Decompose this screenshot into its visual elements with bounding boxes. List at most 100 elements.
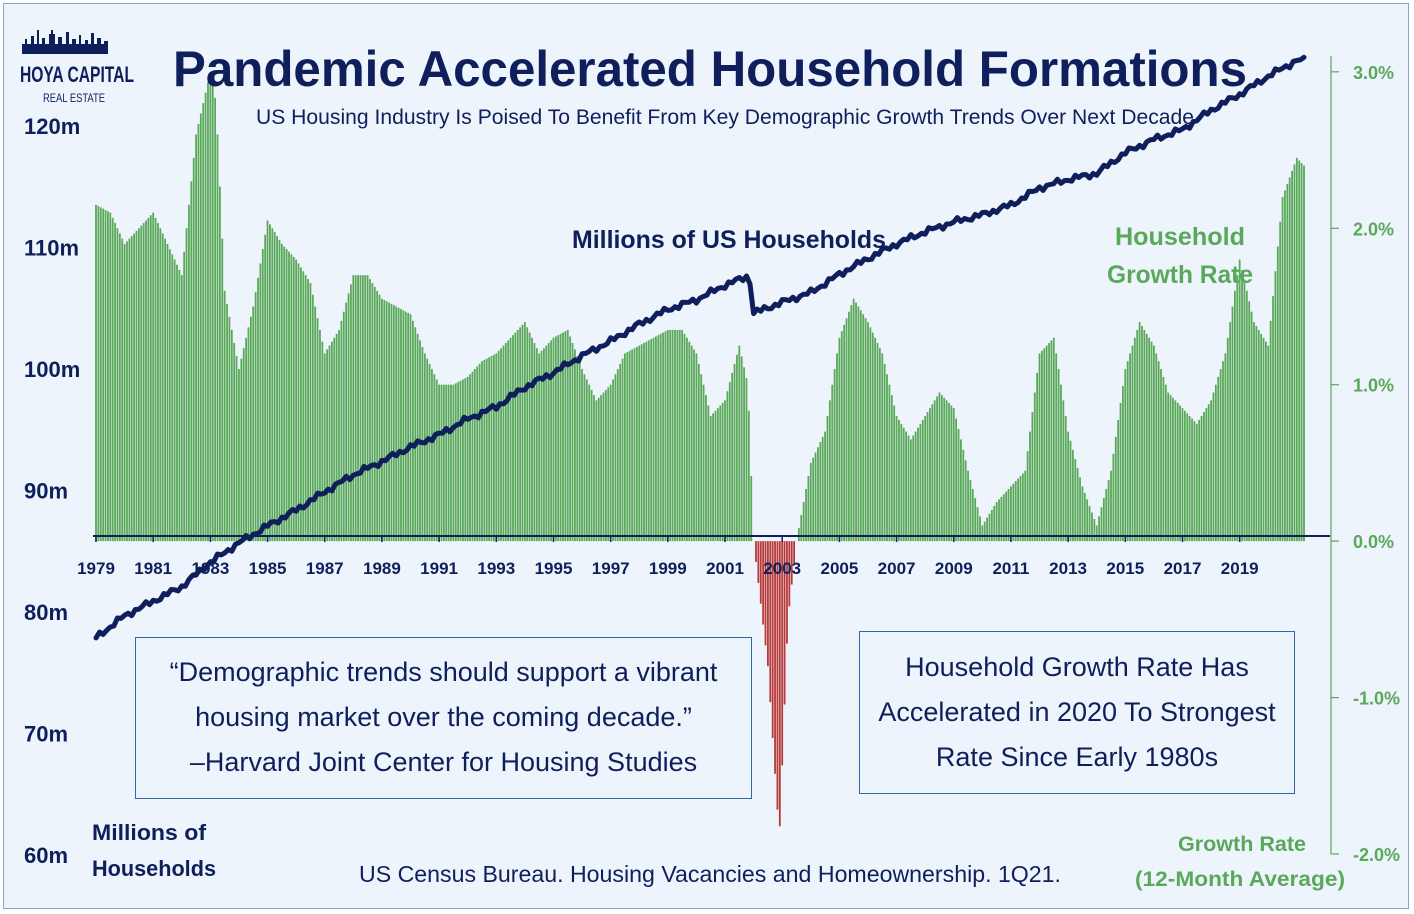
- growth-bar-352: [933, 400, 936, 542]
- growth-bar-240: [666, 329, 669, 542]
- growth-bar-417: [1088, 505, 1091, 542]
- skyline-icon: [22, 30, 108, 54]
- growth-bar-238: [662, 332, 664, 542]
- growth-bar-431: [1122, 386, 1124, 542]
- growth-bar-437: [1136, 329, 1139, 542]
- growth-bar-215: [607, 387, 610, 542]
- growth-bar-75: [273, 232, 276, 542]
- growth-bar-247: [683, 333, 686, 542]
- growth-bar-202: [576, 356, 579, 542]
- growth-bar-78: [280, 243, 283, 542]
- growth-bar-164: [485, 358, 488, 542]
- growth-bar-141: [431, 369, 433, 542]
- growth-bar-337: [898, 419, 900, 542]
- growth-bar-497: [1279, 221, 1282, 542]
- growth-bar-328: [876, 342, 879, 542]
- growth-bar-427: [1112, 453, 1115, 542]
- growth-bar-465: [1203, 412, 1205, 542]
- growth-bar-436: [1133, 337, 1136, 542]
- growth-bar-146: [442, 384, 445, 542]
- growth-bar-470: [1214, 384, 1217, 542]
- growth-bar-207: [588, 384, 591, 542]
- growth-bar-369: [974, 498, 977, 542]
- growth-bar-386: [1014, 481, 1017, 542]
- growth-bar-367: [969, 479, 972, 542]
- growth-series-label-line1: Household: [1115, 223, 1245, 251]
- growth-bar-300: [809, 462, 812, 542]
- growth-bar-363: [960, 439, 962, 542]
- growth-bar-41: [192, 157, 195, 542]
- x-tick-label-2001: 2001: [706, 559, 744, 578]
- growth-bar-92: [314, 306, 317, 542]
- growth-bar-349: [926, 412, 929, 542]
- growth-bar-180: [523, 322, 526, 542]
- growth-bar-117: [373, 286, 376, 542]
- growth-bar-299: [807, 475, 810, 542]
- growth-bar-46: [204, 92, 207, 542]
- growth-bar-375: [988, 513, 991, 542]
- growth-bar-204: [581, 369, 583, 542]
- growth-bar-402: [1052, 337, 1055, 542]
- growth-bar-113: [364, 275, 367, 542]
- growth-bar-32: [171, 254, 174, 542]
- growth-bar-8: [114, 223, 116, 542]
- right-axis-title-line2: (12-Month Average): [1135, 868, 1345, 891]
- growth-bar-213: [602, 392, 605, 542]
- growth-bar-242: [671, 329, 674, 542]
- growth-bar-28: [161, 233, 164, 542]
- growth-bar-231: [645, 341, 648, 542]
- growth-bar-224: [628, 350, 631, 542]
- growth-bar-284: [771, 541, 774, 738]
- growth-bar-40: [190, 181, 193, 542]
- growth-bar-458: [1186, 413, 1189, 542]
- growth-bar-89: [307, 279, 309, 542]
- growth-bar-73: [269, 224, 271, 542]
- growth-bar-309: [831, 384, 834, 542]
- growth-bar-24: [152, 212, 155, 542]
- growth-bar-184: [533, 342, 536, 542]
- growth-bar-422: [1100, 507, 1103, 542]
- growth-bar-125: [392, 305, 395, 542]
- growth-bar-191: [550, 340, 552, 542]
- growth-bar-228: [638, 345, 641, 542]
- growth-bar-217: [612, 379, 614, 542]
- growth-bar-456: [1181, 408, 1184, 542]
- growth-bar-449: [1164, 384, 1167, 542]
- growth-bar-39: [188, 204, 190, 542]
- growth-bar-432: [1124, 369, 1127, 542]
- growth-bar-112: [361, 275, 364, 542]
- growth-bar-411: [1074, 459, 1077, 542]
- growth-bar-398: [1043, 348, 1046, 542]
- growth-bar-480: [1238, 259, 1241, 542]
- growth-bar-498: [1281, 196, 1284, 542]
- growth-bar-305: [821, 436, 824, 542]
- growth-bar-80: [285, 249, 288, 542]
- growth-bar-379: [998, 499, 1000, 542]
- growth-bar-249: [688, 341, 691, 542]
- growth-bar-72: [266, 220, 269, 542]
- growth-bar-131: [407, 312, 410, 542]
- growth-bar-373: [983, 521, 986, 542]
- growth-bar-51: [216, 134, 219, 542]
- x-tick-label-2013: 2013: [1049, 559, 1087, 578]
- chart-frame: HOYA CAPITAL REAL ESTATE 1979 1981 1983 198…: [3, 3, 1409, 909]
- growth-bar-203: [578, 362, 581, 542]
- growth-bar-105: [345, 302, 348, 542]
- growth-bar-340: [905, 431, 907, 542]
- growth-bar-361: [955, 418, 958, 542]
- growth-bar-106: [347, 293, 350, 542]
- growth-bar-438: [1138, 322, 1141, 542]
- growth-bar-426: [1110, 470, 1112, 542]
- growth-bar-414: [1081, 486, 1084, 542]
- growth-bar-377: [993, 505, 996, 542]
- growth-bar-293: [793, 541, 796, 563]
- growth-bar-474: [1224, 353, 1227, 542]
- growth-bar-321: [859, 310, 862, 542]
- growth-bar-374: [986, 517, 989, 542]
- growth-bar-342: [909, 439, 912, 542]
- growth-bar-447: [1160, 369, 1162, 542]
- growth-bar-347: [921, 419, 924, 542]
- growth-bar-13: [126, 241, 128, 542]
- growth-bar-304: [819, 442, 822, 542]
- growth-bar-258: [709, 415, 712, 542]
